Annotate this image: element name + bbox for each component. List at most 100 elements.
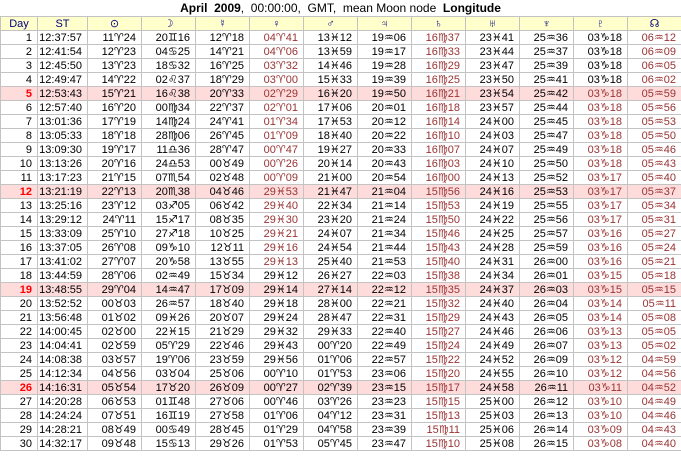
- mercury-value: 26♈45: [195, 128, 250, 143]
- mercury-value: 12♈18: [195, 30, 250, 45]
- table-row-day-27: 27 14:20:28 06♉53 01♊48 27♉06 00♈46 03♈26 23♒23…: [0, 394, 681, 409]
- column-header-sun: ⊙: [87, 16, 142, 31]
- venus-value: 29♓13: [249, 254, 304, 269]
- sun-value: 20♈16: [87, 156, 142, 171]
- sun-value: 03♉57: [87, 352, 142, 367]
- table-row-day-7: 7 13:01:36 17♈19 14♍24 24♈41 01♈34 17♓53 20♒12 1…: [0, 114, 681, 129]
- mars-value: 21♓47: [303, 184, 358, 199]
- day-cell: 29: [0, 422, 38, 437]
- venus-value: 03♈00: [249, 72, 304, 87]
- column-header-neptune: ♆: [519, 16, 574, 31]
- uranus-value: 24♓40: [465, 296, 520, 311]
- sun-value: 02♉00: [87, 324, 142, 339]
- saturn-value: 15♍29: [411, 310, 466, 325]
- mars-value: 01♈53: [303, 366, 358, 381]
- venus-value: 29♓24: [249, 310, 304, 325]
- column-header-day: Day: [0, 16, 38, 31]
- neptune-value: 25♒49: [519, 142, 574, 157]
- saturn-value: 15♍22: [411, 352, 466, 367]
- column-header-saturn: ♄: [411, 16, 466, 31]
- moon-value: 16♌38: [141, 86, 196, 101]
- saturn-value: 15♍38: [411, 268, 466, 283]
- table-row-day-6: 6 12:57:40 16♈20 00♍34 22♈37 02♈01 17♓06 20♒01 1…: [0, 100, 681, 115]
- venus-value: 01♈53: [249, 436, 304, 451]
- uranus-value: 24♓37: [465, 282, 520, 297]
- jupiter-value: 23♒15: [357, 380, 412, 395]
- header-row: Day ST ⊙ ☽ ☿ ♀ ♂ ♃ ♄ ♅ ♆ ♇ ☊: [0, 16, 681, 31]
- moon-value: 24♎53: [141, 156, 196, 171]
- st-value: 13:01:36: [37, 114, 88, 129]
- st-value: 12:37:57: [37, 30, 88, 45]
- st-value: 14:04:41: [37, 338, 88, 353]
- pluto-value: 03♑18: [573, 100, 628, 115]
- node-value: 05♒37: [627, 184, 681, 199]
- venus-value: 01♈06: [249, 408, 304, 423]
- table-header: Day ST ⊙ ☽ ☿ ♀ ♂ ♃ ♄ ♅ ♆ ♇ ☊: [0, 16, 681, 31]
- sun-value: 11♈24: [87, 30, 142, 45]
- jupiter-value: 19♒39: [357, 72, 412, 87]
- mercury-value: 00♉49: [195, 156, 250, 171]
- uranus-value: 23♓44: [465, 44, 520, 59]
- venus-value: 01♈09: [249, 128, 304, 143]
- st-value: 13:33:09: [37, 226, 88, 241]
- day-cell: 10: [0, 156, 38, 171]
- pluto-value: 03♑17: [573, 198, 628, 213]
- venus-value: 02♈29: [249, 86, 304, 101]
- day-cell: 3: [0, 58, 38, 73]
- saturn-value: 15♍15: [411, 394, 466, 409]
- jupiter-value: 22♒57: [357, 352, 412, 367]
- st-value: 12:57:40: [37, 100, 88, 115]
- sun-value: 16♈20: [87, 100, 142, 115]
- saturn-value: 16♍14: [411, 114, 466, 129]
- neptune-value: 26♒05: [519, 310, 574, 325]
- sun-value: 05♉54: [87, 380, 142, 395]
- mercury-value: 28♈47: [195, 142, 250, 157]
- mars-value: 01♈06: [303, 352, 358, 367]
- mercury-value: 08♉35: [195, 212, 250, 227]
- table-row-day-9: 9 13:09:30 19♈17 11♎36 28♈47 00♈47 19♓27 20♒33 1…: [0, 142, 681, 157]
- neptune-value: 26♒00: [519, 254, 574, 269]
- pluto-value: 03♑18: [573, 86, 628, 101]
- pluto-value: 03♑10: [573, 394, 628, 409]
- neptune-value: 26♒12: [519, 394, 574, 409]
- node-value: 06♒12: [627, 30, 681, 45]
- page-title: April 2009, 00:00:00, GMT, mean Moon nod…: [0, 0, 681, 16]
- neptune-value: 25♒57: [519, 226, 574, 241]
- mars-value: 28♓00: [303, 296, 358, 311]
- table-row-day-8: 8 13:05:33 18♈18 28♍06 26♈45 01♈09 18♓40 20♒22 1…: [0, 128, 681, 143]
- venus-value: 29♓16: [249, 240, 304, 255]
- moon-value: 03♉04: [141, 366, 196, 381]
- moon-value: 11♎36: [141, 142, 196, 157]
- pluto-value: 03♑12: [573, 352, 628, 367]
- neptune-value: 25♒36: [519, 30, 574, 45]
- day-cell: 7: [0, 114, 38, 129]
- day-cell: 24: [0, 352, 38, 367]
- neptune-value: 25♒41: [519, 72, 574, 87]
- column-header-jupiter: ♃: [357, 16, 412, 31]
- saturn-value: 15♍35: [411, 282, 466, 297]
- pluto-value: 03♑18: [573, 156, 628, 171]
- table-row-day-2: 2 12:41:54 12♈23 04♋25 14♈21 04♈06 13♓59 19♒17 1…: [0, 44, 681, 59]
- saturn-value: 15♍46: [411, 226, 466, 241]
- neptune-value: 26♒14: [519, 422, 574, 437]
- mars-value: 24♓07: [303, 226, 358, 241]
- uranus-value: 24♓55: [465, 366, 520, 381]
- neptune-value: 26♒04: [519, 296, 574, 311]
- uranus-value: 25♓08: [465, 436, 520, 451]
- saturn-value: 16♍07: [411, 142, 466, 157]
- pluto-value: 03♑15: [573, 282, 628, 297]
- day-cell: 28: [0, 408, 38, 423]
- moon-value: 09♑10: [141, 240, 196, 255]
- saturn-value: 16♍21: [411, 86, 466, 101]
- sun-value: 29♈04: [87, 282, 142, 297]
- moon-value: 16♊19: [141, 408, 196, 423]
- saturn-value: 16♍25: [411, 72, 466, 87]
- moon-value: 14♍24: [141, 114, 196, 129]
- neptune-value: 26♒11: [519, 380, 574, 395]
- uranus-value: 24♓49: [465, 338, 520, 353]
- mercury-value: 10♉25: [195, 226, 250, 241]
- node-value: 05♒21: [627, 254, 681, 269]
- jupiter-value: 19♒28: [357, 58, 412, 73]
- mercury-value: 17♉09: [195, 282, 250, 297]
- uranus-value: 24♓19: [465, 198, 520, 213]
